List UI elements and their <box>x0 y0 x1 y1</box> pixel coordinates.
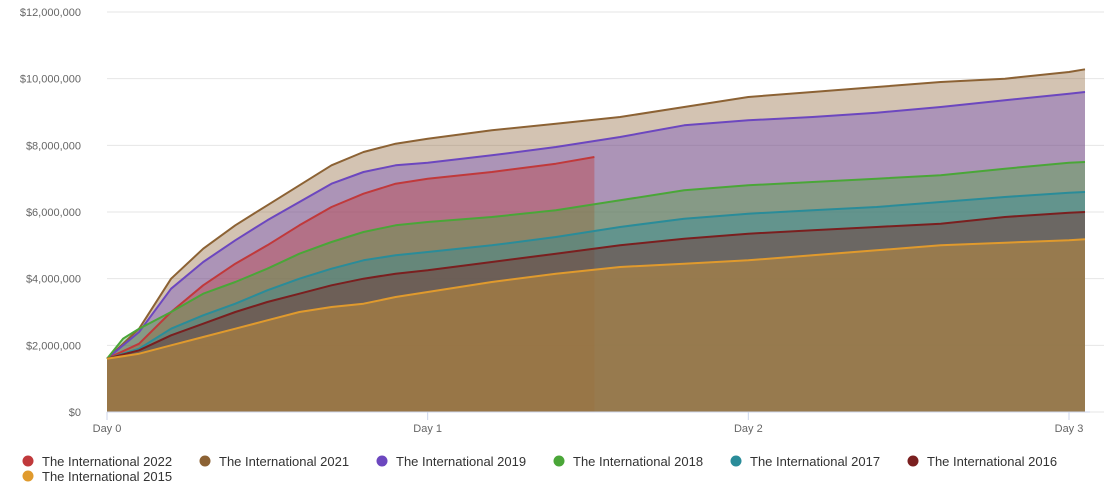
x-tick-label: Day 2 <box>734 423 763 435</box>
line-the-international-2015[interactable] <box>106 238 1086 360</box>
legend-label: The International 2022 <box>42 454 172 469</box>
legend-marker <box>22 470 34 482</box>
legend-item-the-international-2015[interactable]: The International 2015 <box>22 469 173 484</box>
area-the-international-2021 <box>107 69 1085 413</box>
y-tick-label: $12,000,000 <box>20 7 81 19</box>
y-tick-label: $4,000,000 <box>26 274 81 286</box>
legend-marker <box>199 455 211 467</box>
area-the-international-2018 <box>107 162 1085 412</box>
area-the-international-2015 <box>107 239 1085 412</box>
line-the-international-2019[interactable] <box>106 91 1086 360</box>
line-the-international-2021[interactable] <box>106 68 1086 360</box>
line-the-international-2018[interactable] <box>106 161 1086 360</box>
y-tick-label: $2,000,000 <box>26 340 81 352</box>
legend-item-the-international-2021[interactable]: The International 2021 <box>199 454 350 469</box>
legend-label: The International 2016 <box>927 454 1057 469</box>
axis-layer: $0 $2,000,000 $4,000,000 $6,000,000 $8,000,0… <box>20 7 1090 435</box>
x-tick-label: Day 0 <box>93 423 122 435</box>
y-tick-label: $8,000,000 <box>26 140 81 152</box>
legend-marker <box>22 455 34 467</box>
area-layer <box>107 69 1085 413</box>
x-tick-label: Day 1 <box>413 423 442 435</box>
line-layer <box>106 68 1086 360</box>
legend-label: The International 2017 <box>750 454 880 469</box>
legend: The International 2022 The International … <box>22 454 1058 484</box>
area-the-international-2017 <box>107 192 1085 412</box>
legend-label: The International 2019 <box>396 454 526 469</box>
legend-marker <box>553 455 565 467</box>
legend-marker <box>376 455 388 467</box>
legend-item-the-international-2019[interactable]: The International 2019 <box>376 454 527 469</box>
legend-marker <box>907 455 919 467</box>
line-the-international-2017[interactable] <box>106 191 1086 360</box>
legend-item-the-international-2016[interactable]: The International 2016 <box>907 454 1058 469</box>
x-tick-label: Day 3 <box>1055 423 1084 435</box>
grid-layer <box>107 11 1104 413</box>
area-the-international-2016 <box>107 212 1085 412</box>
y-tick-label: $10,000,000 <box>20 74 81 86</box>
line-the-international-2022[interactable] <box>106 156 595 360</box>
legend-label: The International 2015 <box>42 469 172 484</box>
legend-item-the-international-2022[interactable]: The International 2022 <box>22 454 173 469</box>
line-the-international-2016[interactable] <box>106 211 1086 360</box>
y-tick-label: $6,000,000 <box>26 207 81 219</box>
legend-item-the-international-2018[interactable]: The International 2018 <box>553 454 704 469</box>
area-the-international-2022 <box>107 157 595 412</box>
legend-label: The International 2021 <box>219 454 349 469</box>
y-tick-label: $0 <box>69 407 81 419</box>
legend-item-the-international-2017[interactable]: The International 2017 <box>730 454 881 469</box>
area-the-international-2019 <box>107 92 1085 412</box>
legend-label: The International 2018 <box>573 454 703 469</box>
legend-marker <box>730 455 742 467</box>
